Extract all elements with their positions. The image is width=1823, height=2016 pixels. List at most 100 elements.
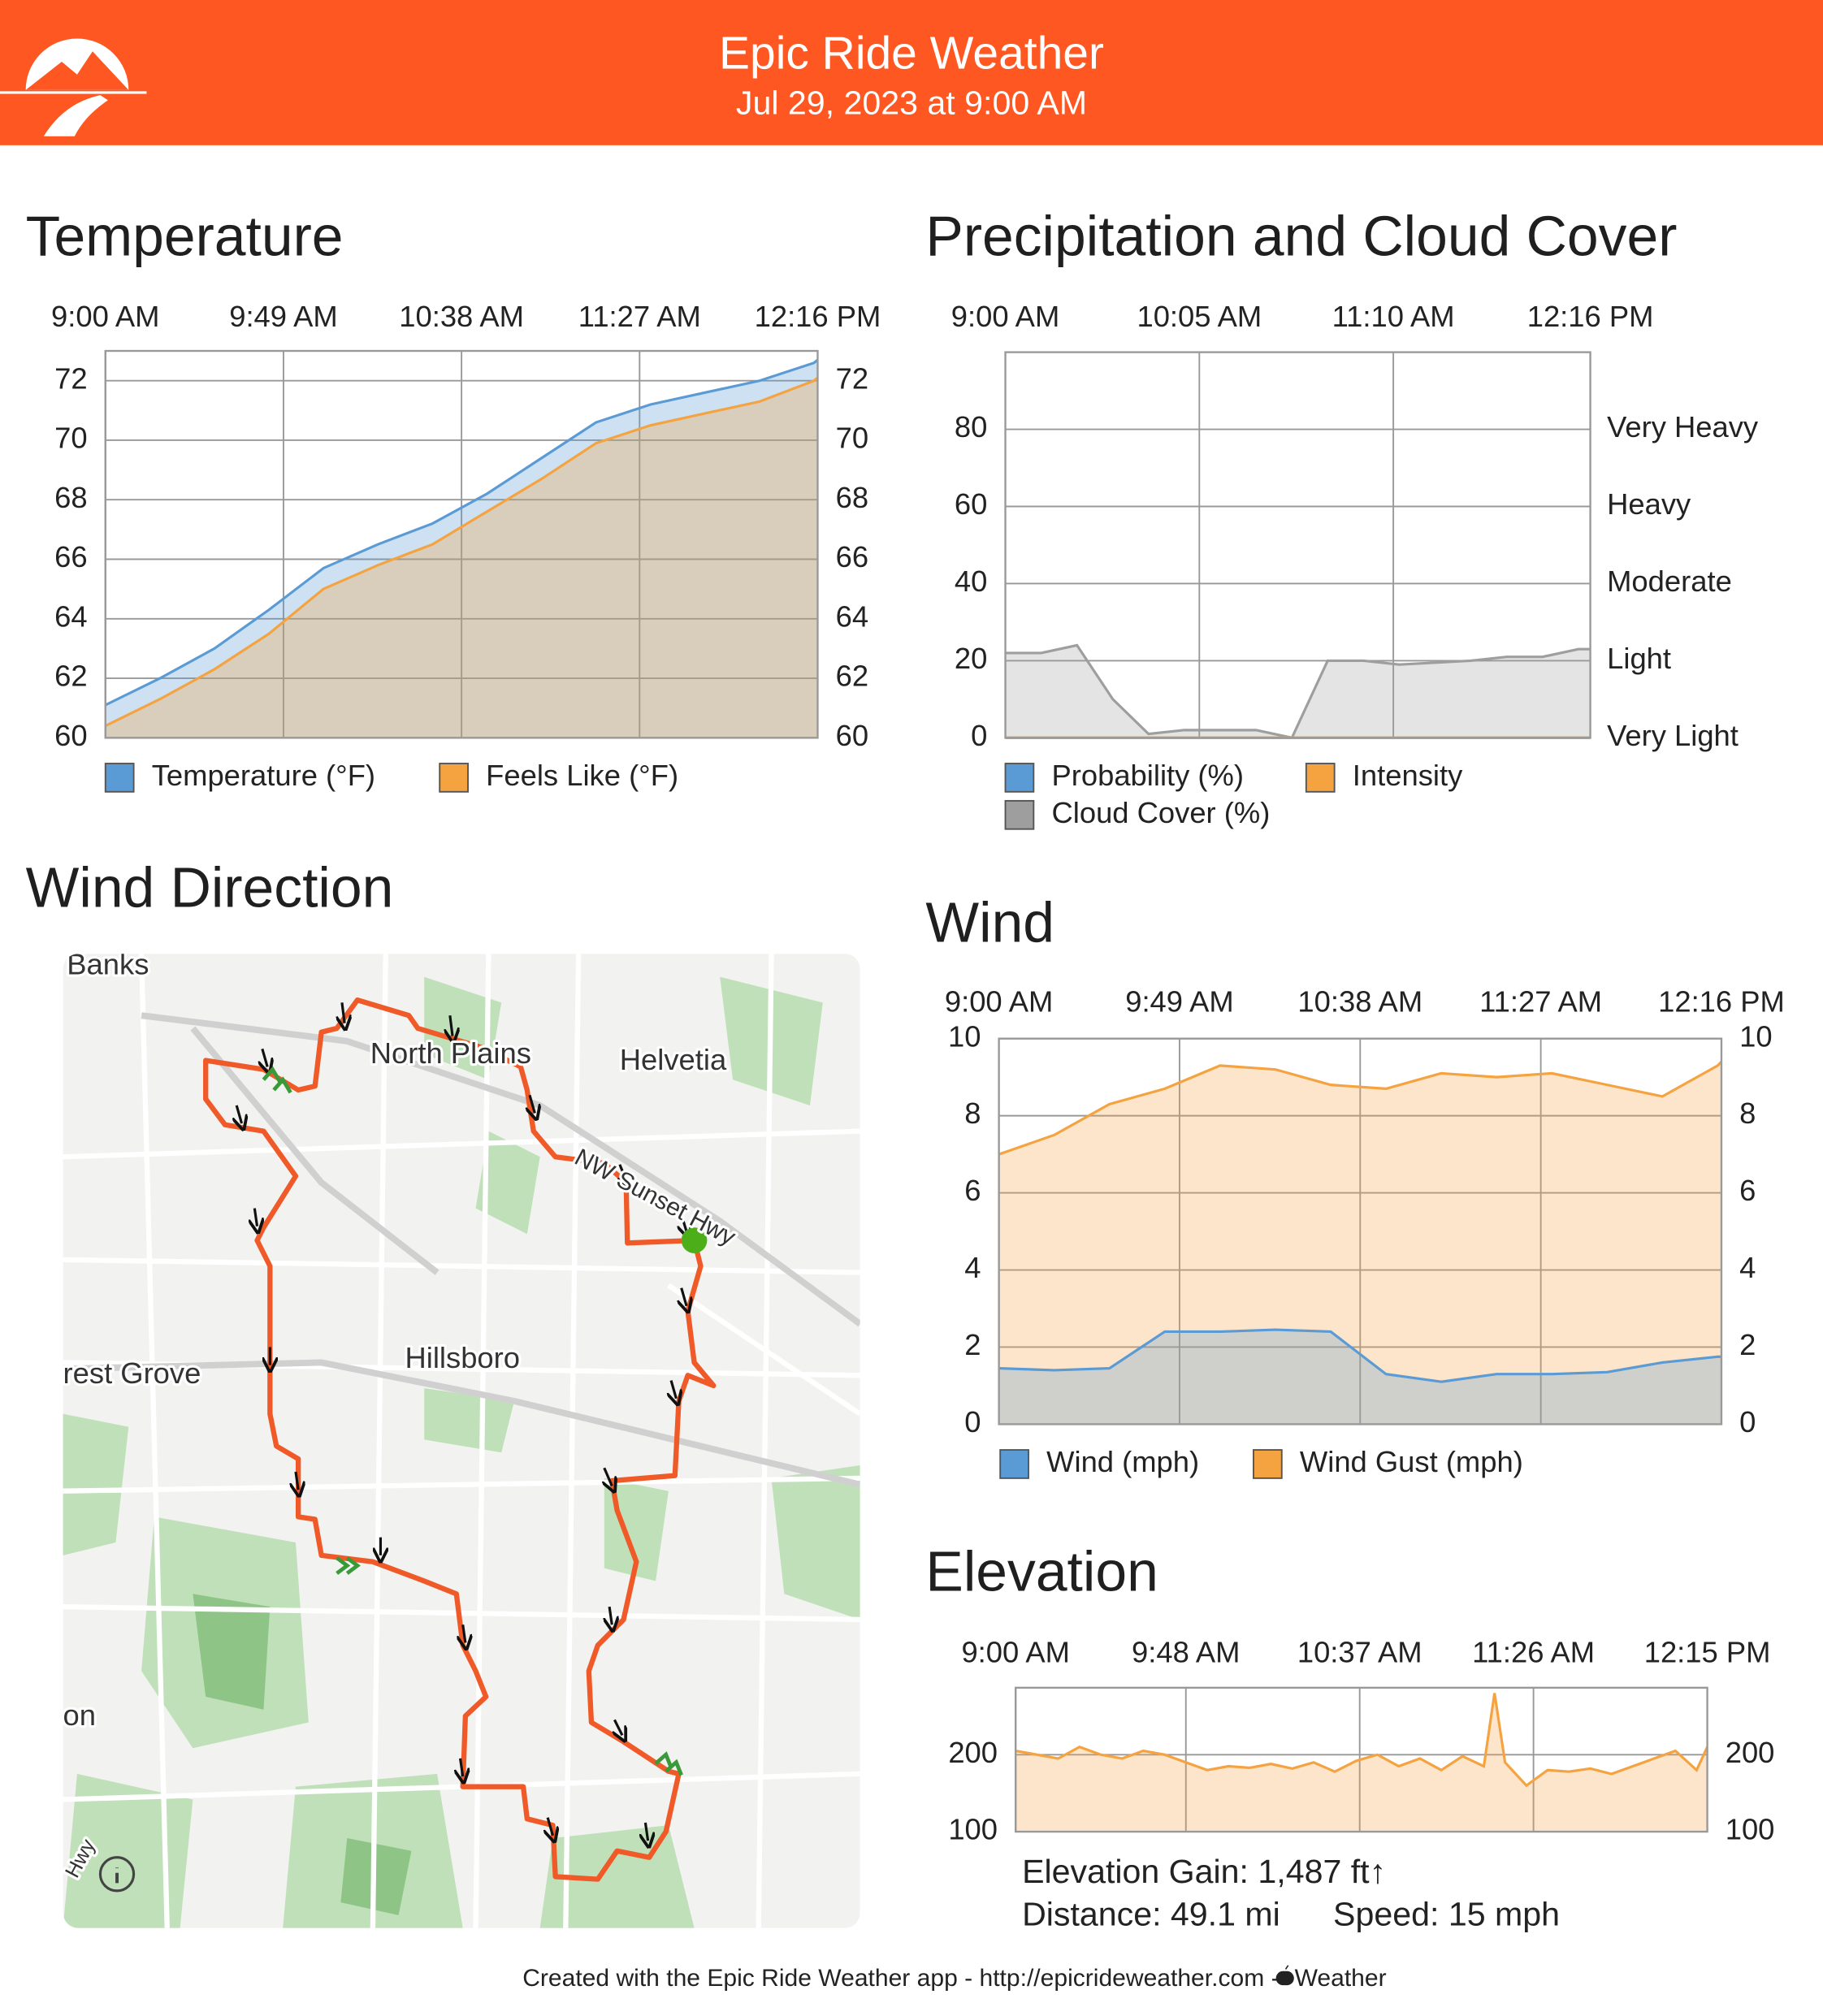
y2-tick-label: Very Light	[1607, 719, 1739, 752]
x-tick-label: 10:05 AM	[1137, 300, 1262, 333]
y-tick-label: 2	[964, 1328, 981, 1361]
y-tick-label-right: 62	[836, 660, 868, 693]
y-tick-label: 40	[955, 565, 987, 598]
y-tick-label: 20	[955, 642, 987, 675]
y2-tick-label: Very Heavy	[1607, 410, 1759, 443]
x-tick-label: 9:49 AM	[229, 300, 337, 333]
y-tick-label-right: 200	[1726, 1736, 1775, 1769]
x-tick-label: 9:49 AM	[1125, 985, 1233, 1019]
y-tick-label: 68	[54, 481, 87, 514]
plot-border	[104, 349, 819, 739]
header-subtitle: Jul 29, 2023 at 9:00 AM	[736, 84, 1087, 122]
x-tick-label: 10:38 AM	[1297, 985, 1422, 1019]
y-tick-label-right: 6	[1739, 1174, 1756, 1207]
legend-label: Wind (mph)	[1046, 1445, 1199, 1478]
y-tick-label-right: 8	[1739, 1097, 1756, 1130]
y-tick-label-right: 68	[836, 481, 868, 514]
map-label: North Plains	[370, 1036, 531, 1070]
x-tick-label: 9:00 AM	[51, 300, 159, 333]
line	[1005, 643, 1591, 740]
line	[1015, 1693, 1709, 1788]
y-tick-label: 66	[54, 540, 87, 573]
x-tick-label: 10:37 AM	[1297, 1635, 1422, 1668]
map-label: Banks	[67, 948, 149, 981]
elevation-gain: Elevation Gain: 1,487 ft↑	[1022, 1853, 1386, 1890]
y-tick-label: 10	[948, 1019, 981, 1053]
y-tick-label: 70	[54, 422, 87, 455]
chart-title: Elevation	[925, 1540, 1158, 1603]
map-label: rest Grove	[63, 1356, 201, 1390]
chart-title: Precipitation and Cloud Cover	[925, 204, 1677, 267]
y2-tick-label: Heavy	[1607, 487, 1691, 521]
map-title: Wind Direction	[26, 856, 394, 919]
footer-source: Weather	[1295, 1965, 1387, 1992]
x-tick-label: 12:16 PM	[755, 300, 881, 333]
y-tick-label: 8	[964, 1097, 981, 1130]
chart-title: Wind	[925, 890, 1054, 954]
x-tick-label: 10:38 AM	[399, 300, 524, 333]
y-tick-label: 6	[964, 1174, 981, 1207]
line	[998, 1328, 1721, 1383]
y-tick-label: 100	[948, 1813, 998, 1846]
plot-border	[1014, 1686, 1708, 1833]
y-tick-label: 200	[948, 1736, 998, 1769]
map: Banks North Plains Helvetia NW Sunset Hw…	[63, 948, 860, 1928]
chart-title: Temperature	[26, 204, 344, 267]
y-tick-label: 72	[54, 361, 87, 395]
x-tick-label: 11:27 AM	[1479, 985, 1602, 1019]
y-tick-label: 0	[964, 1405, 981, 1438]
distance: Distance: 49.1 mi	[1022, 1895, 1280, 1932]
y-tick-label: 62	[54, 660, 87, 693]
legend-label: Cloud Cover (%)	[1051, 796, 1270, 829]
y-tick-label: 60	[955, 487, 987, 521]
area	[1015, 1693, 1708, 1832]
plot-border	[998, 1037, 1723, 1425]
legend-swatch	[1004, 763, 1035, 793]
map-label: Hillsboro	[405, 1341, 520, 1374]
area	[105, 377, 818, 738]
x-tick-label: 9:00 AM	[945, 985, 1053, 1019]
footer-text: Created with the Epic Ride Weather app -…	[522, 1965, 1279, 1992]
legend-label: Probability (%)	[1051, 759, 1244, 792]
area	[998, 1330, 1721, 1425]
y-tick-label-right: 72	[836, 361, 868, 395]
legend-label: Intensity	[1353, 759, 1463, 792]
legend-swatch	[104, 763, 135, 793]
area	[998, 1062, 1721, 1425]
x-tick-label: 9:48 AM	[1132, 1635, 1240, 1668]
x-tick-label: 9:00 AM	[951, 300, 1059, 333]
x-tick-label: 9:00 AM	[961, 1635, 1069, 1668]
y-tick-label-right: 70	[836, 422, 868, 455]
header-title: Epic Ride Weather	[719, 28, 1104, 80]
line	[105, 358, 819, 707]
y-tick-label-right: 2	[1739, 1328, 1756, 1361]
plot-border	[1004, 351, 1591, 739]
header-bar	[0, 0, 1823, 145]
legend-swatch	[999, 1449, 1029, 1479]
x-tick-label: 11:27 AM	[578, 300, 701, 333]
y-tick-label: 80	[955, 410, 987, 443]
legend-swatch	[439, 763, 469, 793]
y-tick-label: 4	[964, 1251, 981, 1284]
line	[105, 376, 819, 728]
y-tick-label: 0	[971, 719, 987, 752]
plot-background	[1005, 352, 1591, 738]
x-tick-label: 11:10 AM	[1332, 300, 1455, 333]
x-tick-label: 12:16 PM	[1527, 300, 1654, 333]
x-tick-label: 12:15 PM	[1644, 1635, 1771, 1668]
map-label: Helvetia	[620, 1043, 727, 1076]
y2-tick-label: Light	[1607, 642, 1671, 675]
y-tick-label-right: 4	[1739, 1251, 1756, 1284]
y-tick-label: 64	[54, 599, 87, 633]
y-tick-label-right: 60	[836, 719, 868, 752]
y-tick-label-right: 64	[836, 599, 868, 633]
y-tick-label-right: 0	[1739, 1405, 1756, 1438]
logo	[0, 38, 147, 136]
y-tick-label-right: 100	[1726, 1813, 1775, 1846]
x-tick-label: 11:26 AM	[1472, 1635, 1595, 1668]
x-tick-label: 12:16 PM	[1658, 985, 1785, 1019]
y-tick-label: 60	[54, 719, 87, 752]
speed: Speed: 15 mph	[1333, 1895, 1560, 1932]
apple-icon	[1275, 1965, 1294, 1986]
